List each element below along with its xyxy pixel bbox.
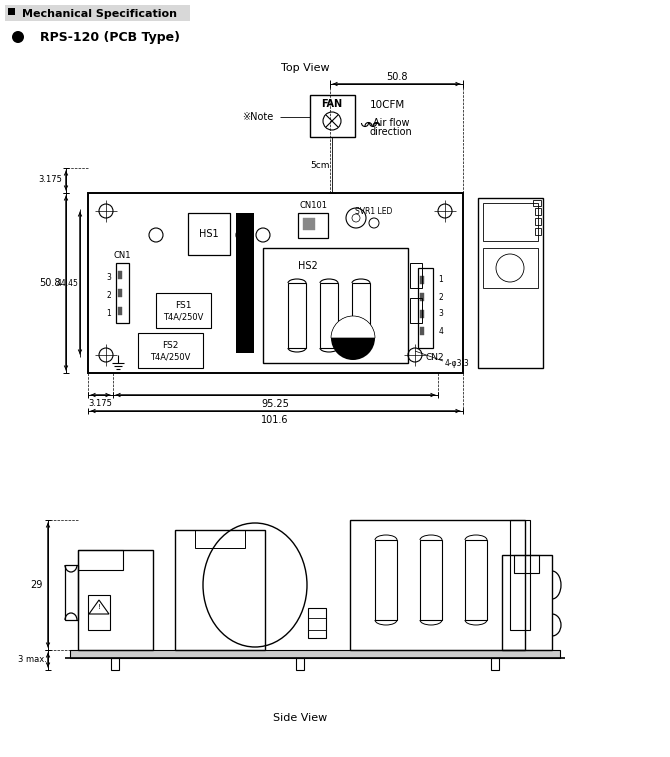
- Bar: [88, 595, 110, 630]
- Bar: [88, 193, 463, 373]
- Bar: [491, 658, 499, 670]
- Bar: [483, 248, 538, 288]
- Bar: [236, 213, 254, 353]
- Bar: [510, 520, 530, 630]
- Bar: [320, 283, 338, 348]
- Text: 101.6: 101.6: [261, 415, 289, 425]
- Text: Side View: Side View: [273, 713, 327, 723]
- Bar: [410, 298, 422, 323]
- Text: 3.175: 3.175: [88, 400, 112, 409]
- Bar: [308, 608, 326, 638]
- Text: Top View: Top View: [281, 63, 330, 73]
- Wedge shape: [331, 316, 375, 338]
- Bar: [188, 213, 230, 255]
- Bar: [288, 283, 306, 348]
- Text: Air flow: Air flow: [373, 118, 409, 128]
- Bar: [70, 650, 560, 658]
- Bar: [263, 248, 408, 363]
- Text: 4-φ3.3: 4-φ3.3: [445, 359, 470, 367]
- Text: Mechanical Specification: Mechanical Specification: [23, 9, 178, 19]
- Text: 10CFM: 10CFM: [369, 100, 405, 110]
- Bar: [118, 307, 122, 315]
- Text: CN1: CN1: [113, 251, 131, 260]
- Bar: [352, 283, 370, 348]
- Text: 2: 2: [107, 291, 111, 300]
- Text: CN2: CN2: [425, 354, 444, 363]
- Bar: [535, 208, 541, 215]
- Bar: [420, 276, 424, 284]
- Text: 50.8: 50.8: [386, 72, 407, 82]
- Bar: [533, 200, 541, 206]
- Text: 29: 29: [29, 580, 42, 590]
- Bar: [465, 540, 487, 620]
- Bar: [118, 289, 122, 297]
- Text: 3: 3: [439, 310, 444, 319]
- Bar: [111, 658, 119, 670]
- Bar: [175, 530, 265, 650]
- Bar: [420, 293, 424, 301]
- Bar: [420, 540, 442, 620]
- Text: 3.175: 3.175: [38, 176, 62, 185]
- Text: FAN: FAN: [322, 99, 342, 109]
- Text: FS1: FS1: [175, 301, 191, 310]
- Text: T4A/250V: T4A/250V: [163, 313, 203, 322]
- Bar: [8, 8, 15, 15]
- Text: CN101: CN101: [299, 201, 327, 210]
- Text: 3: 3: [107, 273, 111, 282]
- Bar: [420, 327, 424, 335]
- Text: !: !: [98, 604, 100, 610]
- Text: ※Note: ※Note: [243, 112, 273, 122]
- Bar: [156, 293, 211, 328]
- Bar: [78, 550, 123, 570]
- Text: 1: 1: [439, 276, 444, 285]
- Text: 5cm: 5cm: [310, 160, 330, 170]
- Bar: [375, 540, 397, 620]
- Bar: [310, 95, 355, 137]
- Text: direction: direction: [370, 127, 412, 137]
- Bar: [502, 555, 552, 650]
- Text: 44.45: 44.45: [57, 279, 79, 288]
- Bar: [118, 271, 122, 279]
- Text: 3 max.: 3 max.: [17, 656, 46, 665]
- Text: 50.8: 50.8: [40, 278, 61, 288]
- Bar: [303, 218, 315, 230]
- Bar: [410, 263, 422, 288]
- Bar: [298, 213, 328, 238]
- Bar: [478, 198, 543, 368]
- Bar: [350, 520, 525, 650]
- Text: HS2: HS2: [298, 261, 318, 271]
- Bar: [78, 550, 153, 650]
- Bar: [116, 263, 129, 323]
- Bar: [514, 555, 539, 573]
- Text: 2: 2: [439, 292, 444, 301]
- Bar: [418, 268, 433, 348]
- Bar: [138, 333, 203, 368]
- Bar: [5, 5, 190, 21]
- Bar: [195, 530, 245, 548]
- Bar: [535, 218, 541, 225]
- Bar: [296, 658, 304, 670]
- Circle shape: [12, 31, 24, 43]
- Text: 1: 1: [107, 309, 111, 317]
- Bar: [308, 618, 326, 630]
- Bar: [535, 228, 541, 235]
- Bar: [420, 310, 424, 318]
- Text: HS1: HS1: [199, 229, 219, 239]
- Text: SVR1 LED: SVR1 LED: [355, 207, 393, 216]
- Text: 4: 4: [439, 326, 444, 335]
- Text: T4A/250V: T4A/250V: [150, 353, 190, 362]
- Text: FS2: FS2: [162, 341, 178, 350]
- Bar: [65, 565, 78, 620]
- Text: RPS-120 (PCB Type): RPS-120 (PCB Type): [40, 30, 180, 43]
- Circle shape: [331, 316, 375, 360]
- Bar: [483, 203, 538, 241]
- Text: 95.25: 95.25: [261, 399, 289, 409]
